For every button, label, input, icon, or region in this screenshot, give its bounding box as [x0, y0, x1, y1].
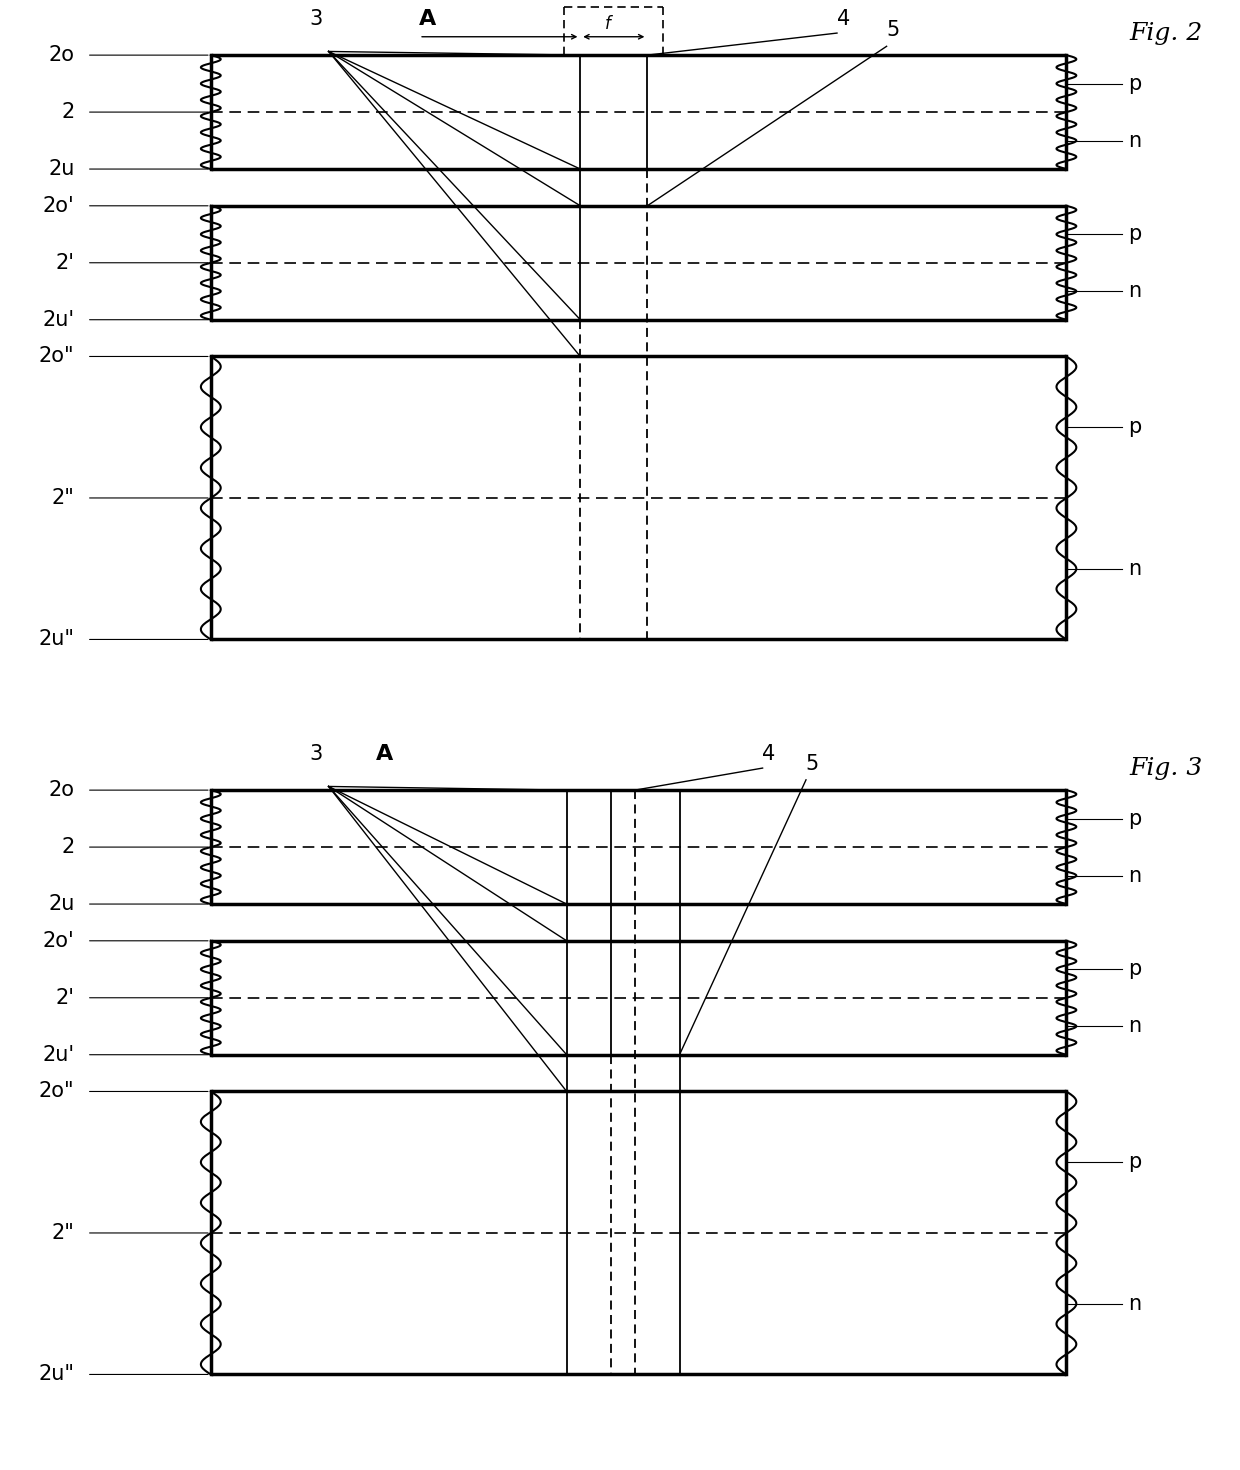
Text: 4: 4	[763, 744, 775, 764]
Text: f: f	[605, 15, 610, 32]
Text: p: p	[1128, 417, 1142, 437]
Text: 2u": 2u"	[38, 1364, 74, 1385]
Text: n: n	[1128, 131, 1142, 150]
Text: p: p	[1128, 225, 1142, 244]
Text: p: p	[1128, 809, 1142, 829]
Text: p: p	[1128, 1152, 1142, 1172]
Text: p: p	[1128, 960, 1142, 979]
Text: 2u': 2u'	[42, 1045, 74, 1064]
Text: 2o: 2o	[48, 781, 74, 800]
Text: n: n	[1128, 1016, 1142, 1036]
Text: 2": 2"	[52, 1223, 74, 1244]
Text: 2o: 2o	[48, 46, 74, 65]
Text: 5: 5	[887, 21, 899, 41]
Text: A: A	[419, 9, 436, 29]
Text: Fig. 2: Fig. 2	[1130, 22, 1203, 46]
Text: 2u": 2u"	[38, 629, 74, 650]
Text: 3: 3	[310, 744, 322, 764]
Text: 2": 2"	[52, 488, 74, 509]
Text: 2: 2	[61, 101, 74, 122]
Text: 2u: 2u	[48, 894, 74, 914]
Text: 2o': 2o'	[42, 196, 74, 216]
Text: 2': 2'	[56, 988, 74, 1008]
Text: 3: 3	[310, 9, 322, 29]
Text: 2o': 2o'	[42, 931, 74, 951]
Text: 2o": 2o"	[38, 347, 74, 366]
Text: n: n	[1128, 281, 1142, 301]
Text: n: n	[1128, 559, 1142, 579]
Text: 2: 2	[61, 836, 74, 857]
Text: 2u: 2u	[48, 159, 74, 179]
Text: 2': 2'	[56, 253, 74, 273]
Text: 4: 4	[837, 9, 849, 29]
Text: p: p	[1128, 74, 1142, 94]
Text: n: n	[1128, 1294, 1142, 1314]
Text: 2u': 2u'	[42, 310, 74, 329]
Text: n: n	[1128, 866, 1142, 885]
Text: 2o": 2o"	[38, 1082, 74, 1101]
Text: A: A	[376, 744, 393, 764]
Text: Fig. 3: Fig. 3	[1130, 757, 1203, 781]
Text: 5: 5	[806, 754, 818, 775]
